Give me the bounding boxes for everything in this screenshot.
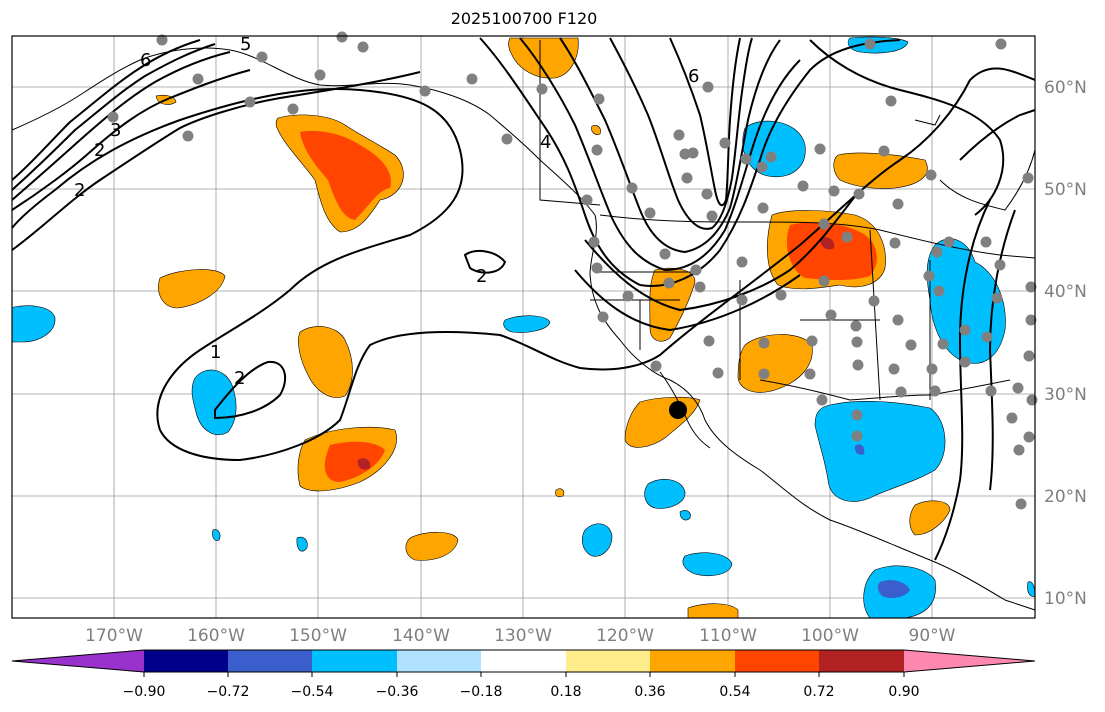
contour-lines — [11, 37, 1036, 561]
longitude-label: 130°W — [494, 626, 552, 646]
longitude-label: 160°W — [187, 626, 245, 646]
contour-label-group: 1 2 2 2 2 3 4 5 6 6 — [74, 34, 699, 389]
colorbar-max-extension — [904, 650, 1035, 672]
longitude-label: 120°W — [596, 626, 654, 646]
contour-label: 2 — [94, 140, 105, 161]
colorbar-segment — [312, 650, 397, 672]
map-frame — [11, 35, 1036, 619]
colorbar-tick-label: 0.18 — [550, 684, 582, 700]
longitude-label: 100°W — [801, 626, 859, 646]
colorbar-tick-label: −0.18 — [459, 684, 503, 700]
longitude-label: 110°W — [699, 626, 757, 646]
colorbar-segment — [228, 650, 312, 672]
colorbar — [11, 649, 1036, 677]
longitude-label: 90°W — [908, 626, 956, 646]
colorbar-min-extension — [12, 650, 144, 672]
colorbar-segment — [397, 650, 481, 672]
contour-label: 5 — [240, 34, 251, 55]
latitude-label: 40°N — [1044, 282, 1087, 302]
contour-label: 6 — [688, 66, 699, 87]
colorbar-segment — [650, 650, 735, 672]
contour-label: 3 — [110, 120, 121, 141]
latitude-label: 20°N — [1044, 487, 1087, 507]
contour-label: 2 — [476, 266, 487, 287]
negative-anomaly-shading — [11, 36, 1036, 619]
colorbar-segment — [144, 650, 228, 672]
longitude-label: 140°W — [392, 626, 450, 646]
colorbar-tick-label: 0.90 — [888, 684, 920, 700]
colorbar-segment — [735, 650, 819, 672]
highlighted-station-dot — [669, 401, 687, 419]
contour-label: 1 — [210, 342, 221, 363]
colorbar-tick-label: 0.72 — [803, 684, 835, 700]
colorbar-tick-label: −0.36 — [375, 684, 419, 700]
contour-label: 2 — [234, 368, 245, 389]
latitude-label: 10°N — [1044, 589, 1087, 609]
colorbar-tick-label: 0.54 — [719, 684, 751, 700]
station-dots — [107, 31, 1038, 510]
colorbar-tick-label: −0.72 — [206, 684, 250, 700]
latitude-label: 60°N — [1044, 78, 1087, 98]
colorbar-segment — [566, 650, 650, 672]
contour-label: 6 — [140, 50, 151, 71]
contour-label: 2 — [74, 180, 85, 201]
colorbar-tick-label: 0.36 — [634, 684, 666, 700]
contour-label: 4 — [540, 132, 551, 153]
positive-anomaly-shading — [155, 37, 951, 619]
colorbar-segment — [481, 650, 566, 672]
colorbar-segment — [819, 650, 904, 672]
latitude-label: 50°N — [1044, 180, 1087, 200]
map-title: 2025100700 F120 — [450, 9, 598, 28]
colorbar-tick-label: −0.54 — [290, 684, 334, 700]
longitude-label: 150°W — [289, 626, 347, 646]
colorbar-tick-label: −0.90 — [122, 684, 166, 700]
latitude-label: 30°N — [1044, 385, 1087, 405]
longitude-label: 170°W — [85, 626, 143, 646]
